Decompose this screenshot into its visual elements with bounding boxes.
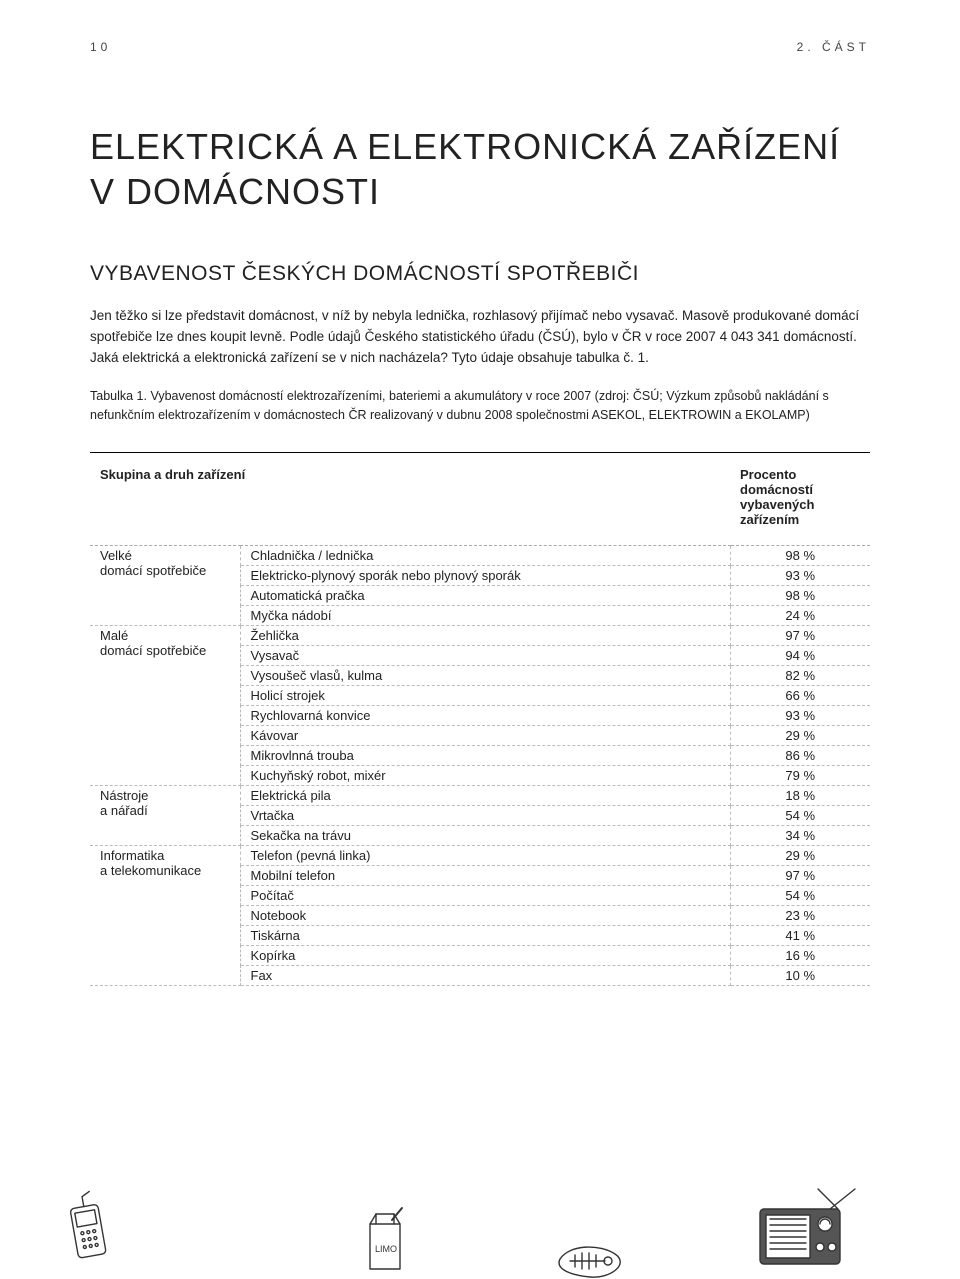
percent-cell: 34 % <box>730 826 870 846</box>
item-cell: Elektrická pila <box>240 786 730 806</box>
item-cell: Kávovar <box>240 726 730 746</box>
item-cell: Telefon (pevná linka) <box>240 846 730 866</box>
group-cell: Malédomácí spotřebiče <box>90 626 240 786</box>
percent-cell: 29 % <box>730 846 870 866</box>
percent-cell: 29 % <box>730 726 870 746</box>
percent-cell: 93 % <box>730 566 870 586</box>
equipment-table: Skupina a druh zařízení Procento domácno… <box>90 452 870 986</box>
percent-cell: 23 % <box>730 906 870 926</box>
svg-text:LIMO: LIMO <box>375 1244 397 1254</box>
section-label: 2. ČÁST <box>797 40 870 54</box>
percent-cell: 10 % <box>730 966 870 986</box>
percent-cell: 79 % <box>730 766 870 786</box>
item-cell: Kopírka <box>240 946 730 966</box>
item-cell: Mikrovlnná trouba <box>240 746 730 766</box>
percent-cell: 97 % <box>730 866 870 886</box>
percent-cell: 54 % <box>730 806 870 826</box>
item-cell: Kuchyňský robot, mixér <box>240 766 730 786</box>
page-header: 10 2. ČÁST <box>90 40 870 54</box>
percent-cell: 24 % <box>730 606 870 626</box>
percent-cell: 41 % <box>730 926 870 946</box>
group-cell: Informatikaa telekomunikace <box>90 846 240 986</box>
item-cell: Sekačka na trávu <box>240 826 730 846</box>
percent-cell: 16 % <box>730 946 870 966</box>
percent-cell: 94 % <box>730 646 870 666</box>
item-cell: Vysavač <box>240 646 730 666</box>
item-cell: Počítač <box>240 886 730 906</box>
group-cell: Velkédomácí spotřebiče <box>90 546 240 626</box>
percent-cell: 18 % <box>730 786 870 806</box>
table-row: Malédomácí spotřebičeŽehlička97 % <box>90 626 870 646</box>
main-title: ELEKTRICKÁ A ELEKTRONICKÁ ZAŘÍZENÍ V DOM… <box>90 124 870 214</box>
group-cell: Nástrojea nářadí <box>90 786 240 846</box>
sub-title: VYBAVENOST ČESKÝCH DOMÁCNOSTÍ SPOTŘEBIČI <box>90 262 870 286</box>
item-cell: Mobilní telefon <box>240 866 730 886</box>
page-number: 10 <box>90 40 111 54</box>
item-cell: Vrtačka <box>240 806 730 826</box>
table-row: Informatikaa telekomunikaceTelefon (pevn… <box>90 846 870 866</box>
item-cell: Holicí strojek <box>240 686 730 706</box>
percent-cell: 54 % <box>730 886 870 906</box>
item-cell: Notebook <box>240 906 730 926</box>
item-cell: Vysoušeč vlasů, kulma <box>240 666 730 686</box>
percent-cell: 86 % <box>730 746 870 766</box>
percent-cell: 93 % <box>730 706 870 726</box>
item-cell: Rychlovarná konvice <box>240 706 730 726</box>
doodle-illustrations: LIMO <box>0 1169 960 1279</box>
item-cell: Tiskárna <box>240 926 730 946</box>
table-caption: Tabulka 1. Vybavenost domácností elektro… <box>90 387 870 425</box>
percent-cell: 98 % <box>730 546 870 566</box>
item-cell: Žehlička <box>240 626 730 646</box>
percent-cell: 82 % <box>730 666 870 686</box>
item-cell: Chladnička / lednička <box>240 546 730 566</box>
table-row: Nástrojea nářadíElektrická pila18 % <box>90 786 870 806</box>
table-row: Velkédomácí spotřebičeChladnička / ledni… <box>90 546 870 566</box>
table-header-left: Skupina a druh zařízení <box>90 453 730 546</box>
percent-cell: 66 % <box>730 686 870 706</box>
item-cell: Automatická pračka <box>240 586 730 606</box>
item-cell: Elektricko-plynový sporák nebo plynový s… <box>240 566 730 586</box>
item-cell: Fax <box>240 966 730 986</box>
percent-cell: 98 % <box>730 586 870 606</box>
table-header-right: Procento domácností vybavených zařízením <box>730 453 870 546</box>
intro-paragraph: Jen těžko si lze představit domácnost, v… <box>90 306 870 369</box>
percent-cell: 97 % <box>730 626 870 646</box>
item-cell: Myčka nádobí <box>240 606 730 626</box>
